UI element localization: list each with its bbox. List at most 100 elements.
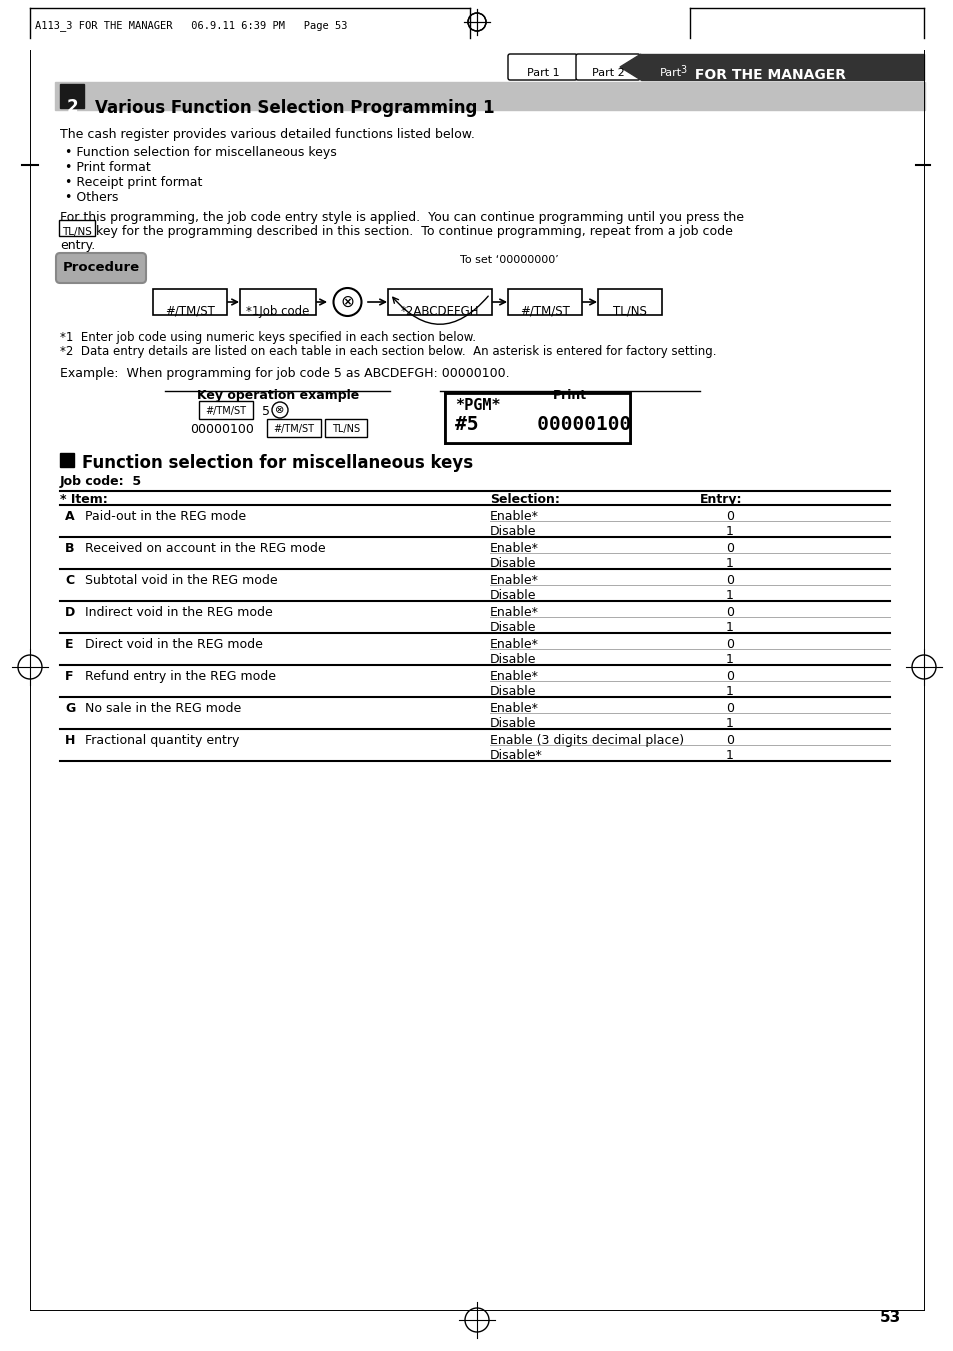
Text: Function selection for miscellaneous keys: Function selection for miscellaneous key… bbox=[82, 454, 473, 471]
Text: #/TM/ST: #/TM/ST bbox=[274, 424, 314, 434]
Bar bbox=[640, 54, 923, 80]
Text: Disable: Disable bbox=[490, 557, 536, 570]
Text: Direct void in the REG mode: Direct void in the REG mode bbox=[85, 638, 263, 651]
Text: Enable*: Enable* bbox=[490, 703, 538, 715]
Text: A113_3 FOR THE MANAGER   06.9.11 6:39 PM   Page 53: A113_3 FOR THE MANAGER 06.9.11 6:39 PM P… bbox=[35, 20, 347, 31]
Text: Enable*: Enable* bbox=[490, 574, 538, 586]
Text: TL/NS: TL/NS bbox=[613, 305, 646, 317]
Text: Part 1: Part 1 bbox=[526, 68, 558, 78]
Text: D: D bbox=[65, 607, 75, 619]
Text: Paid-out in the REG mode: Paid-out in the REG mode bbox=[85, 509, 246, 523]
Text: Various Function Selection Programming 1: Various Function Selection Programming 1 bbox=[95, 99, 494, 118]
Text: 1: 1 bbox=[725, 526, 733, 538]
Text: C: C bbox=[65, 574, 74, 586]
Text: Part: Part bbox=[659, 68, 681, 78]
Text: *2ABCDEFGH: *2ABCDEFGH bbox=[400, 305, 478, 317]
Text: 1: 1 bbox=[725, 653, 733, 666]
Text: * Item:: * Item: bbox=[60, 493, 108, 507]
Text: key for the programming described in this section.  To continue programming, rep: key for the programming described in thi… bbox=[96, 226, 732, 238]
Text: 1: 1 bbox=[725, 557, 733, 570]
Text: Disable: Disable bbox=[490, 526, 536, 538]
Text: #/TM/ST: #/TM/ST bbox=[519, 305, 569, 317]
Text: Disable*: Disable* bbox=[490, 748, 542, 762]
Text: #/TM/ST: #/TM/ST bbox=[205, 407, 246, 416]
Text: B: B bbox=[65, 542, 74, 555]
Text: Enable (3 digits decimal place): Enable (3 digits decimal place) bbox=[490, 734, 683, 747]
FancyBboxPatch shape bbox=[576, 54, 639, 80]
Text: 1: 1 bbox=[725, 748, 733, 762]
Text: *1Job code: *1Job code bbox=[246, 305, 310, 317]
Text: Refund entry in the REG mode: Refund entry in the REG mode bbox=[85, 670, 275, 684]
Text: Disable: Disable bbox=[490, 717, 536, 730]
FancyBboxPatch shape bbox=[267, 419, 320, 436]
FancyBboxPatch shape bbox=[199, 401, 253, 419]
Text: 0: 0 bbox=[725, 670, 733, 684]
FancyBboxPatch shape bbox=[59, 220, 95, 236]
Text: 1: 1 bbox=[725, 621, 733, 634]
Text: 0: 0 bbox=[725, 574, 733, 586]
Text: 1: 1 bbox=[725, 589, 733, 603]
Text: Subtotal void in the REG mode: Subtotal void in the REG mode bbox=[85, 574, 277, 586]
Text: Job code:  5: Job code: 5 bbox=[60, 476, 142, 488]
Text: Part 2: Part 2 bbox=[591, 68, 623, 78]
FancyBboxPatch shape bbox=[325, 419, 367, 436]
Text: Disable: Disable bbox=[490, 653, 536, 666]
FancyBboxPatch shape bbox=[507, 289, 581, 315]
Text: ⊗: ⊗ bbox=[275, 405, 284, 415]
Text: Enable*: Enable* bbox=[490, 670, 538, 684]
Bar bbox=[444, 393, 629, 443]
Text: H: H bbox=[65, 734, 75, 747]
Text: 0: 0 bbox=[725, 509, 733, 523]
FancyBboxPatch shape bbox=[507, 54, 577, 80]
FancyBboxPatch shape bbox=[56, 253, 146, 282]
Text: G: G bbox=[65, 703, 75, 715]
Text: *1  Enter job code using numeric keys specified in each section below.: *1 Enter job code using numeric keys spe… bbox=[60, 331, 476, 345]
Text: Enable*: Enable* bbox=[490, 542, 538, 555]
Bar bbox=[444, 393, 629, 443]
Text: Procedure: Procedure bbox=[62, 261, 139, 274]
Text: E: E bbox=[65, 638, 73, 651]
Text: Enable*: Enable* bbox=[490, 607, 538, 619]
Text: ⊗: ⊗ bbox=[340, 293, 355, 311]
Text: Key operation example: Key operation example bbox=[196, 389, 358, 403]
Text: #/TM/ST: #/TM/ST bbox=[165, 305, 214, 317]
Text: Example:  When programming for job code 5 as ABCDEFGH: 00000100.: Example: When programming for job code 5… bbox=[60, 367, 509, 380]
Text: *2  Data entry details are listed on each table in each section below.  An aster: *2 Data entry details are listed on each… bbox=[60, 345, 716, 358]
Bar bbox=[60, 84, 84, 108]
Text: Fractional quantity entry: Fractional quantity entry bbox=[85, 734, 239, 747]
Text: 1: 1 bbox=[725, 685, 733, 698]
Text: 1: 1 bbox=[725, 717, 733, 730]
Text: 0: 0 bbox=[725, 542, 733, 555]
Text: Received on account in the REG mode: Received on account in the REG mode bbox=[85, 542, 325, 555]
Text: *PGM*: *PGM* bbox=[455, 399, 500, 413]
Bar bbox=[60, 453, 74, 467]
Text: 3: 3 bbox=[679, 65, 685, 76]
Text: Enable*: Enable* bbox=[490, 638, 538, 651]
Text: • Receipt print format: • Receipt print format bbox=[65, 176, 202, 189]
FancyBboxPatch shape bbox=[152, 289, 227, 315]
Text: F: F bbox=[65, 670, 73, 684]
Text: 0: 0 bbox=[725, 734, 733, 747]
Text: Indirect void in the REG mode: Indirect void in the REG mode bbox=[85, 607, 273, 619]
Text: • Others: • Others bbox=[65, 190, 118, 204]
Polygon shape bbox=[619, 54, 640, 80]
Bar bbox=[0, 0, 953, 42]
Text: To set ‘00000000’: To set ‘00000000’ bbox=[459, 255, 558, 265]
Text: No sale in the REG mode: No sale in the REG mode bbox=[85, 703, 241, 715]
Text: TL/NS: TL/NS bbox=[62, 227, 91, 236]
Text: For this programming, the job code entry style is applied.  You can continue pro: For this programming, the job code entry… bbox=[60, 211, 743, 224]
FancyBboxPatch shape bbox=[598, 289, 661, 315]
Text: • Function selection for miscellaneous keys: • Function selection for miscellaneous k… bbox=[65, 146, 336, 159]
Bar bbox=[55, 82, 924, 109]
FancyBboxPatch shape bbox=[240, 289, 315, 315]
Text: 53: 53 bbox=[879, 1310, 900, 1325]
Text: Disable: Disable bbox=[490, 685, 536, 698]
FancyBboxPatch shape bbox=[388, 289, 492, 315]
Text: Disable: Disable bbox=[490, 589, 536, 603]
Text: FOR THE MANAGER: FOR THE MANAGER bbox=[689, 68, 845, 82]
Text: The cash register provides various detailed functions listed below.: The cash register provides various detai… bbox=[60, 128, 475, 141]
Text: 00000100: 00000100 bbox=[190, 423, 253, 436]
Text: 2: 2 bbox=[66, 99, 78, 116]
Text: 0: 0 bbox=[725, 703, 733, 715]
Text: • Print format: • Print format bbox=[65, 161, 151, 174]
